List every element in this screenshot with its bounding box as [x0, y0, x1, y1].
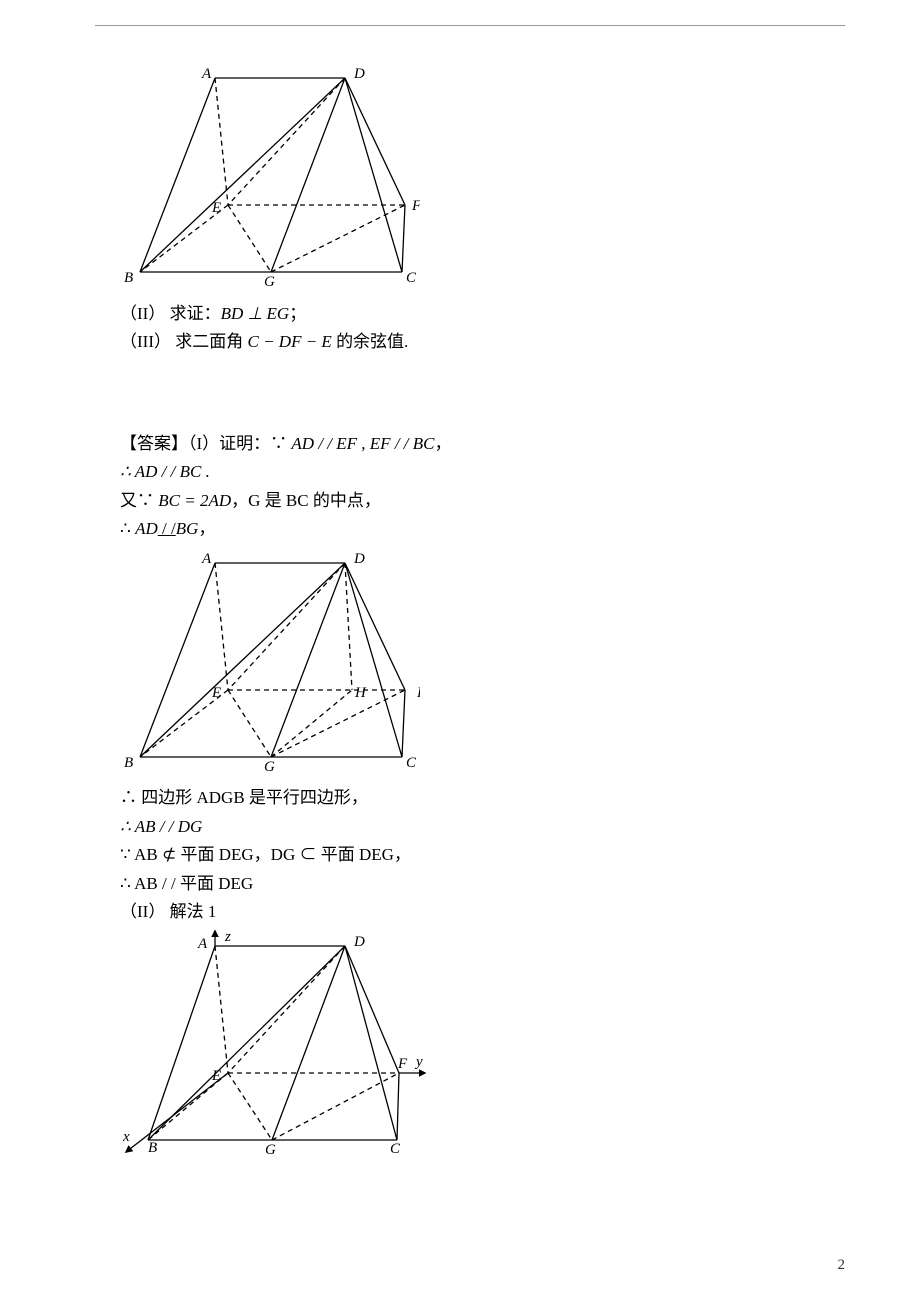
svg-text:B: B — [124, 755, 133, 771]
answer-line-9: （II） 解法 1 — [120, 899, 812, 925]
svg-text:A: A — [197, 936, 208, 952]
answer-line-2: ∴ AD / / BC . — [120, 459, 812, 485]
svg-text:F: F — [411, 198, 420, 214]
diagram-3: A D B C G E F x y z — [120, 928, 430, 1163]
svg-text:E: E — [211, 200, 221, 216]
svg-text:G: G — [264, 759, 275, 775]
answer-line-8: ∴ AB / / 平面 DEG — [120, 871, 812, 897]
svg-text:B: B — [124, 270, 133, 286]
svg-text:z: z — [224, 929, 231, 945]
diagram-1: A D B C G E F — [120, 60, 420, 290]
page-number: 2 — [838, 1257, 846, 1274]
answer-line-5: ∴ 四边形 ADGB 是平行四边形， — [120, 785, 812, 811]
diagram-2: A D B C G E F H — [120, 545, 420, 775]
svg-text:x: x — [122, 1129, 130, 1145]
content-block: A D B C G E F （II） 求证：BD ⊥ EG； （III） 求二面… — [120, 30, 812, 1170]
svg-text:H: H — [354, 685, 367, 701]
answer-line-4: ∴ AD / /BG， — [120, 516, 812, 542]
svg-text:D: D — [353, 66, 365, 82]
problem-part-iii: （III） 求二面角 C − DF − E 的余弦值. — [120, 329, 812, 355]
svg-text:C: C — [406, 755, 417, 771]
svg-text:A: A — [201, 551, 212, 567]
answer-line-3: 又∵ BC = 2AD，G 是 BC 的中点， — [120, 488, 812, 514]
svg-text:D: D — [353, 551, 365, 567]
top-rule — [95, 25, 845, 26]
svg-text:G: G — [265, 1142, 276, 1158]
svg-text:D: D — [353, 934, 365, 950]
svg-text:G: G — [264, 274, 275, 290]
svg-text:F: F — [397, 1056, 408, 1072]
svg-text:B: B — [148, 1140, 157, 1156]
page: A D B C G E F （II） 求证：BD ⊥ EG； （III） 求二面… — [0, 0, 920, 1302]
problem-part-ii: （II） 求证：BD ⊥ EG； — [120, 301, 812, 327]
answer-line-7: ∵ AB ⊄ 平面 DEG，DG ⊂ 平面 DEG， — [120, 842, 812, 868]
svg-text:E: E — [211, 685, 221, 701]
answer-line-1: 【答案】（I）证明：∵ AD / / EF , EF / / BC， — [120, 431, 812, 457]
svg-text:F: F — [416, 685, 420, 701]
answer-line-6: ∴ AB / / DG — [120, 814, 812, 840]
svg-text:A: A — [201, 66, 212, 82]
svg-text:y: y — [414, 1054, 423, 1070]
svg-text:C: C — [390, 1141, 401, 1157]
svg-text:E: E — [211, 1068, 221, 1084]
svg-text:C: C — [406, 270, 417, 286]
